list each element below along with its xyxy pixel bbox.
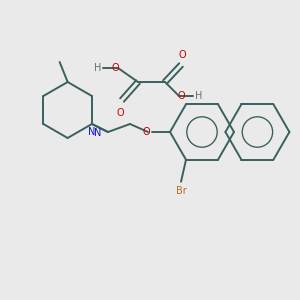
- Text: H: H: [195, 91, 202, 101]
- Text: N: N: [88, 127, 96, 137]
- Text: N: N: [94, 128, 101, 138]
- Text: O: O: [178, 91, 186, 101]
- Text: Br: Br: [176, 186, 186, 196]
- Text: O: O: [178, 50, 186, 60]
- Text: O: O: [116, 108, 124, 118]
- Text: H: H: [94, 63, 101, 73]
- Text: O: O: [111, 63, 119, 73]
- Text: O: O: [142, 127, 150, 137]
